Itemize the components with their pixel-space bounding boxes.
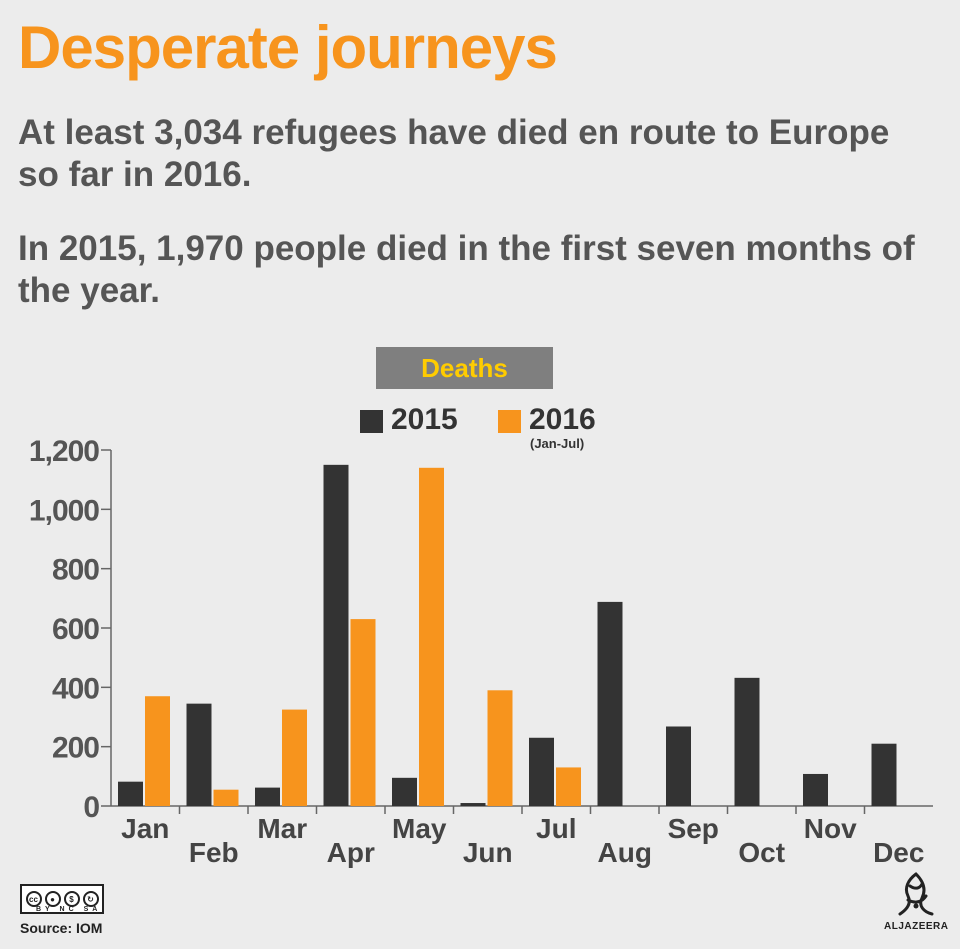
bar-2015-oct bbox=[734, 677, 760, 806]
bar-2015-jun bbox=[460, 803, 486, 806]
bar-2015-sep bbox=[666, 726, 691, 806]
y-tick-label: 200 bbox=[52, 732, 99, 765]
bar-2015-mar bbox=[255, 787, 280, 806]
x-tick-label: Aug bbox=[598, 837, 652, 868]
x-tick-label: Jun bbox=[463, 837, 513, 868]
bar-2016-mar bbox=[282, 709, 307, 806]
bar-2016-may bbox=[419, 467, 444, 806]
bar-2016-jun bbox=[487, 690, 513, 806]
sa-icon: ↻ bbox=[82, 891, 99, 907]
aljazeera-logo-icon bbox=[898, 872, 934, 916]
cc-icon: cc bbox=[25, 891, 42, 907]
x-tick-label: Apr bbox=[327, 837, 375, 868]
bar-2015-feb bbox=[186, 703, 212, 806]
legend-2015: 2015 bbox=[360, 404, 458, 436]
x-tick-label: Sep bbox=[668, 813, 719, 844]
bar-2015-apr bbox=[323, 464, 349, 806]
cc-license-badge: cc ● $ ↻ bbox=[20, 884, 104, 914]
subtitle-2015: In 2015, 1,970 people died in the first … bbox=[18, 229, 915, 310]
bar-2016-jul bbox=[556, 767, 581, 806]
legend-swatch-2016 bbox=[498, 410, 521, 433]
bar-2015-jul bbox=[529, 737, 554, 806]
x-tick-label: Feb bbox=[189, 837, 239, 868]
y-tick-label: 1,000 bbox=[29, 494, 99, 527]
legend-note-2016: (Jan-Jul) bbox=[530, 436, 585, 451]
source-note: Source: IOM bbox=[20, 920, 103, 936]
x-tick-label: Jan bbox=[121, 813, 169, 844]
legend-2016: 2016 bbox=[498, 404, 596, 436]
by-icon: ● bbox=[44, 891, 61, 907]
chart-title: Deaths bbox=[376, 347, 553, 389]
subtitle-2016: At least 3,034 refugees have died en rou… bbox=[18, 113, 890, 194]
bar-2015-nov bbox=[803, 773, 828, 806]
bar-2015-aug bbox=[597, 601, 623, 806]
x-tick-label: Dec bbox=[873, 837, 924, 868]
x-tick-label: Mar bbox=[257, 813, 307, 844]
bar-2016-feb bbox=[213, 789, 239, 806]
y-tick-label: 0 bbox=[83, 791, 99, 824]
bar-2015-jan bbox=[118, 781, 143, 806]
x-tick-label: Jul bbox=[536, 813, 576, 844]
legend-label-2016: 2016 bbox=[529, 403, 596, 436]
x-tick-label: May bbox=[392, 813, 447, 844]
y-tick-label: 1,200 bbox=[29, 435, 99, 468]
x-tick-label: Nov bbox=[804, 813, 857, 844]
y-tick-label: 400 bbox=[52, 672, 99, 705]
bar-2015-may bbox=[392, 777, 417, 806]
brand-name: ALJAZEERA bbox=[884, 921, 949, 932]
x-tick-label: Oct bbox=[738, 837, 785, 868]
bar-2016-apr bbox=[350, 619, 376, 806]
bar-2016-jan bbox=[145, 696, 170, 806]
legend-swatch-2015 bbox=[360, 410, 383, 433]
nc-icon: $ bbox=[63, 891, 80, 907]
y-tick-label: 600 bbox=[52, 613, 99, 646]
page-title: Desperate journeys bbox=[18, 14, 558, 81]
legend-label-2015: 2015 bbox=[391, 403, 458, 436]
y-tick-label: 800 bbox=[52, 554, 99, 587]
cc-license-labels: BY NC SA bbox=[36, 906, 102, 913]
bar-2015-dec bbox=[871, 743, 897, 806]
